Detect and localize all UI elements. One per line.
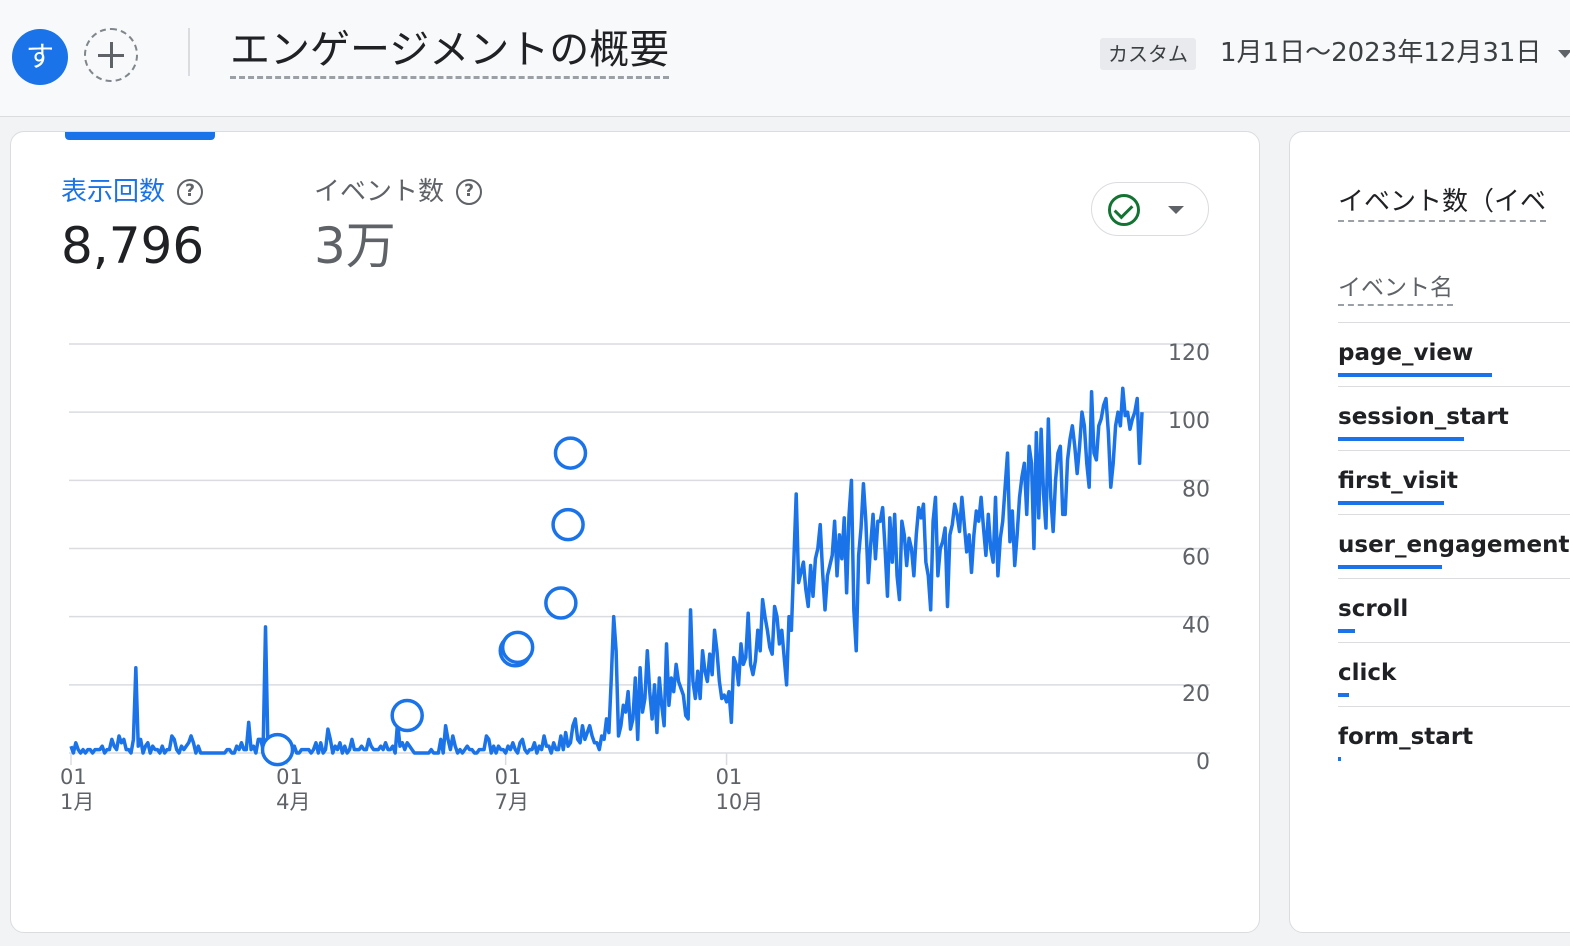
- event-row[interactable]: form_start: [1338, 706, 1570, 771]
- event-share-bar: [1338, 437, 1464, 441]
- annotation-marker: [544, 586, 578, 620]
- annotation-marker: [390, 698, 424, 733]
- y-tick-label: 120: [1168, 341, 1210, 366]
- help-icon[interactable]: ?: [456, 179, 483, 205]
- x-tick-label: 01: [495, 765, 522, 789]
- tab-indicator: [65, 132, 215, 140]
- event-row[interactable]: scroll: [1338, 578, 1570, 643]
- y-tick-label: 100: [1168, 409, 1210, 434]
- annotation-marker: [260, 732, 295, 767]
- comparison-status-button[interactable]: [1091, 182, 1209, 236]
- y-tick-label: 60: [1182, 546, 1210, 571]
- event-name: user_engagement: [1338, 532, 1570, 558]
- x-tick-month-label: 7月: [495, 790, 529, 814]
- x-tick-label: 01: [276, 765, 303, 789]
- event-row[interactable]: page_view: [1338, 322, 1570, 387]
- date-preset-label: カスタム: [1100, 38, 1196, 70]
- x-tick-month-label: 4月: [276, 790, 310, 814]
- y-tick-label: 80: [1182, 477, 1210, 502]
- metric-views-label: 表示回数: [61, 177, 166, 207]
- event-share-bar: [1338, 693, 1350, 697]
- add-comparison-button[interactable]: [84, 28, 138, 82]
- y-tick-label: 0: [1196, 750, 1210, 775]
- side-card-title[interactable]: イベント数（イベ: [1338, 184, 1547, 222]
- help-icon[interactable]: ?: [177, 179, 204, 205]
- annotation-marker: [500, 630, 535, 665]
- event-row[interactable]: user_engagement: [1338, 514, 1570, 579]
- column-header-event-name[interactable]: イベント名: [1338, 272, 1453, 306]
- event-name: click: [1338, 660, 1397, 686]
- event-name: session_start: [1338, 404, 1509, 430]
- event-share-bar: [1338, 757, 1341, 761]
- metric-views-value: 8,796: [61, 217, 205, 275]
- date-range-picker[interactable]: 1月1日〜2023年12月31日: [1220, 38, 1542, 68]
- x-tick-month-label: 10月: [716, 790, 764, 814]
- metric-events-tab[interactable]: イベント数 ? 3万: [314, 174, 483, 278]
- series-line: [69, 386, 1144, 755]
- event-name: first_visit: [1338, 468, 1459, 494]
- y-tick-label: 20: [1182, 682, 1210, 707]
- x-tick-label: 01: [716, 765, 743, 789]
- event-row[interactable]: first_visit: [1338, 450, 1570, 515]
- caret-down-icon: [1168, 206, 1184, 214]
- y-tick-label: 40: [1182, 614, 1210, 639]
- event-name: page_view: [1338, 340, 1474, 366]
- event-share-bar: [1338, 629, 1355, 633]
- annotation-marker: [553, 436, 588, 470]
- metric-events-value: 3万: [314, 217, 396, 275]
- metric-events-label: イベント数: [314, 177, 445, 207]
- x-tick-label: 01: [60, 765, 87, 789]
- event-row[interactable]: session_start: [1338, 386, 1570, 451]
- event-share-bar: [1338, 501, 1445, 505]
- summary-chart-card: 表示回数 ? 8,796 イベント数 ? 3万 0 20 40 60 80 100 120 0…: [10, 131, 1260, 933]
- event-share-bar: [1338, 565, 1442, 569]
- page-title[interactable]: エンゲージメントの概要: [230, 24, 670, 79]
- event-name: form_start: [1338, 724, 1474, 750]
- event-share-bar: [1338, 373, 1492, 377]
- annotation-marker: [551, 507, 585, 542]
- x-tick-month-label: 1月: [60, 790, 94, 814]
- check-circle-icon: [1108, 194, 1140, 226]
- divider: [188, 28, 190, 76]
- event-row[interactable]: click: [1338, 642, 1570, 707]
- top-bar: す エンゲージメントの概要 カスタム 1月1日〜2023年12月31日: [0, 0, 1570, 117]
- metric-views-tab[interactable]: 表示回数 ? 8,796: [61, 174, 204, 278]
- event-name: scroll: [1338, 596, 1409, 622]
- chevron-down-icon[interactable]: [1558, 50, 1570, 58]
- avatar[interactable]: す: [12, 29, 68, 85]
